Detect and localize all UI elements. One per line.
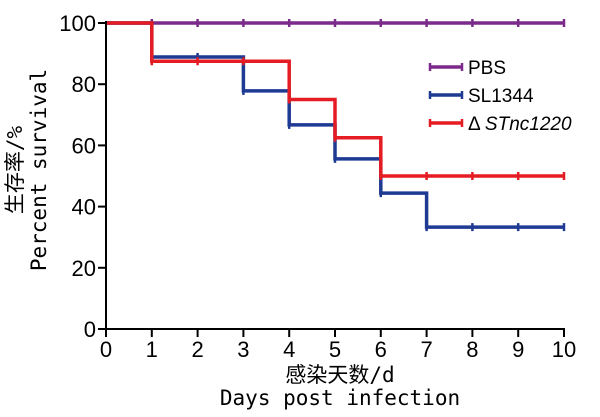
y-axis-label-en: Percent survival bbox=[27, 69, 51, 271]
x-axis-label-en: Days post infection bbox=[220, 386, 460, 410]
legend: PBS SL1344 Δ STnc1220 bbox=[428, 58, 572, 135]
x-axis-label-cn: 感染天数/d bbox=[285, 363, 394, 387]
y-tick-label-40: 40 bbox=[72, 195, 96, 220]
x-tick-label-4: 4 bbox=[283, 337, 295, 362]
x-tick-label-6: 6 bbox=[375, 337, 387, 362]
y-axis-label-cn: 生存率/% bbox=[3, 126, 27, 215]
y-tick-label-80: 80 bbox=[72, 72, 96, 97]
y-tick-label-20: 20 bbox=[72, 256, 96, 281]
legend-label-2: Δ STnc1220 bbox=[468, 114, 572, 135]
legend-label-0: PBS bbox=[468, 58, 506, 79]
x-tick-label-9: 9 bbox=[512, 337, 524, 362]
x-tick-label-2: 2 bbox=[191, 337, 203, 362]
x-tick-label-3: 3 bbox=[237, 337, 249, 362]
series-line-1 bbox=[106, 21, 564, 229]
x-tick-label-0: 0 bbox=[100, 337, 112, 362]
legend-label-1: SL1344 bbox=[468, 86, 534, 107]
x-tick-label-7: 7 bbox=[420, 337, 432, 362]
x-tick-label-8: 8 bbox=[466, 337, 478, 362]
x-tick-label-10: 10 bbox=[552, 337, 576, 362]
series-line-2 bbox=[106, 21, 564, 178]
axes: 0 20 40 60 80 100 0 1 2 3 4 5 6 7 8 9 10 bbox=[59, 11, 576, 362]
y-tick-label-60: 60 bbox=[72, 133, 96, 158]
y-tick-label-100: 100 bbox=[59, 11, 96, 36]
plot-lines bbox=[106, 19, 566, 232]
y-tick-label-0: 0 bbox=[84, 317, 96, 342]
x-tick-label-5: 5 bbox=[329, 337, 341, 362]
x-tick-label-1: 1 bbox=[146, 337, 158, 362]
